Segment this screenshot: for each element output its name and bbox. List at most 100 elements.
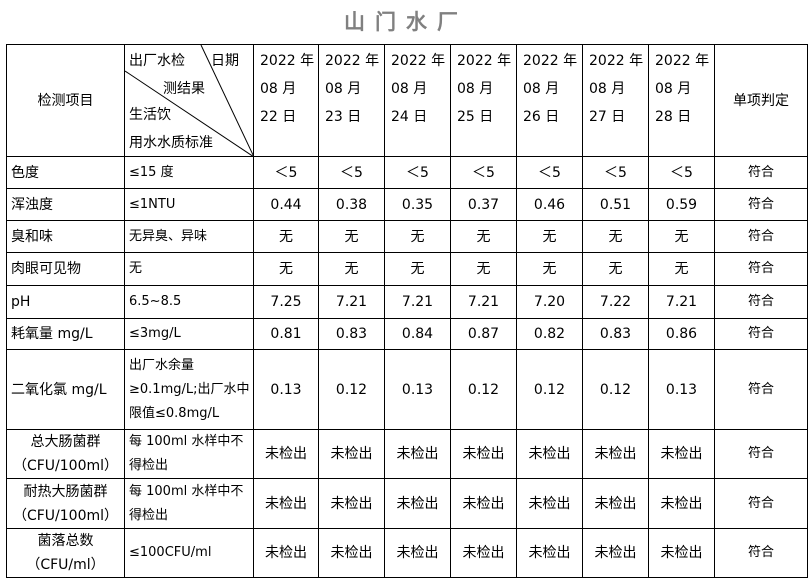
item-cell: 二氧化氯 mg/L [6, 349, 125, 430]
date-part: 25 日 [457, 109, 494, 125]
value-cell: 无 [516, 252, 583, 286]
value-cell: 0.86 [648, 318, 715, 350]
item-cell: 肉眼可见物 [6, 252, 125, 286]
value-cell: 无 [450, 220, 517, 253]
table-row: 菌落总数（CFU/ml） ≤100CFU/ml 未检出 未检出 未检出 未检出 未检出 未检出… [6, 528, 808, 578]
date-part: 22 日 [260, 109, 297, 125]
date-part: 24 日 [391, 109, 428, 125]
value-cell: 0.13 [253, 349, 319, 430]
verdict-cell: 符合 [714, 285, 808, 319]
verdict-cell: 符合 [714, 478, 808, 529]
value-cell: 7.21 [384, 285, 451, 319]
standard-cell: ≤15 度 [124, 156, 254, 189]
header-row: 检测项目 出厂水检 日期 测结果 生活饮 用水水质标准 2022 年 08 月 22… [6, 44, 808, 157]
item-cell: 耗氧量 mg/L [6, 318, 125, 350]
value-cell: 无 [516, 220, 583, 253]
date-part: 2022 年 [523, 53, 578, 69]
value-cell: ＜5 [253, 156, 319, 189]
date-part: 08 月 [391, 81, 428, 97]
date-part: 2022 年 [655, 53, 710, 69]
value-cell: ＜5 [384, 156, 451, 189]
diagonal-header: 出厂水检 日期 测结果 生活饮 用水水质标准 [124, 44, 254, 157]
value-cell: 未检出 [384, 528, 451, 578]
date-part: 26 日 [523, 109, 560, 125]
value-cell: 未检出 [582, 478, 649, 529]
table-row: 耗氧量 mg/L ≤3mg/L 0.81 0.83 0.84 0.87 0.82 0.83 0.… [6, 318, 808, 350]
item-cell: 耐热大肠菌群（CFU/100ml） [6, 478, 125, 529]
value-cell: 无 [582, 220, 649, 253]
value-cell: 无 [253, 252, 319, 286]
item-cell: 臭和味 [6, 220, 125, 253]
value-cell: 无 [318, 220, 385, 253]
date-part: 2022 年 [391, 53, 446, 69]
value-cell: 0.83 [582, 318, 649, 350]
diag-top-right: 日期 [211, 53, 239, 69]
value-cell: 未检出 [318, 528, 385, 578]
value-cell: 0.46 [516, 188, 583, 221]
value-cell: 未检出 [648, 478, 715, 529]
header-date: 2022 年 08 月 28 日 [648, 44, 715, 157]
date-part: 2022 年 [325, 53, 380, 69]
value-cell: 未检出 [582, 429, 649, 479]
standard-cell: 出厂水余量≥0.1mg/L;出厂水中限值≤0.8mg/L [124, 349, 254, 430]
verdict-cell: 符合 [714, 156, 808, 189]
standard-cell: 6.5~8.5 [124, 285, 254, 319]
page-title: 山门水厂 [344, 10, 468, 34]
diag-bottom2: 用水水质标准 [129, 135, 213, 151]
value-cell: 未检出 [318, 429, 385, 479]
value-cell: 未检出 [253, 478, 319, 529]
date-part: 23 日 [325, 109, 362, 125]
value-cell: 未检出 [253, 429, 319, 479]
standard-cell: 无异臭、异味 [124, 220, 254, 253]
value-cell: 未检出 [648, 429, 715, 479]
value-cell: 未检出 [450, 528, 517, 578]
value-cell: 0.35 [384, 188, 451, 221]
item-cell: 总大肠菌群（CFU/100ml） [6, 429, 125, 479]
value-cell: ＜5 [516, 156, 583, 189]
value-cell: 未检出 [450, 478, 517, 529]
date-part: 08 月 [523, 81, 560, 97]
date-part: 2022 年 [260, 53, 315, 69]
value-cell: ＜5 [582, 156, 649, 189]
value-cell: 0.59 [648, 188, 715, 221]
value-cell: ＜5 [450, 156, 517, 189]
value-cell: 0.81 [253, 318, 319, 350]
value-cell: 未检出 [384, 429, 451, 479]
value-cell: 无 [648, 220, 715, 253]
value-cell: 无 [450, 252, 517, 286]
value-cell: 未检出 [516, 528, 583, 578]
date-part: 08 月 [325, 81, 362, 97]
header-date: 2022 年 08 月 22 日 [253, 44, 319, 157]
value-cell: 7.20 [516, 285, 583, 319]
value-cell: 未检出 [648, 528, 715, 578]
standard-cell: ≤100CFU/ml [124, 528, 254, 578]
table-row: 总大肠菌群（CFU/100ml）每 100ml 水样中不得检出 未检出 未检出 未检出… [6, 429, 808, 479]
table-row: 浑浊度 ≤1NTU 0.44 0.38 0.35 0.37 0.46 0.51 0.59 符合 [6, 188, 808, 221]
value-cell: 无 [384, 220, 451, 253]
standard-cell: ≤1NTU [124, 188, 254, 221]
value-cell: 7.25 [253, 285, 319, 319]
diag-bottom1: 生活饮 [129, 107, 171, 123]
value-cell: 0.12 [582, 349, 649, 430]
header-date: 2022 年 08 月 23 日 [318, 44, 385, 157]
verdict-cell: 符合 [714, 252, 808, 286]
verdict-cell: 符合 [714, 429, 808, 479]
value-cell: 7.21 [450, 285, 517, 319]
date-part: 08 月 [589, 81, 626, 97]
standard-cell: 每 100ml 水样中不得检出 [124, 429, 254, 479]
header-date: 2022 年 08 月 24 日 [384, 44, 451, 157]
table-row: 色度 ≤15 度＜5 ＜5 ＜5 ＜5 ＜5 ＜5 ＜5 符合 [6, 156, 808, 189]
value-cell: ＜5 [648, 156, 715, 189]
value-cell: 0.12 [516, 349, 583, 430]
verdict-cell: 符合 [714, 220, 808, 253]
diag-top-left: 出厂水检 [129, 53, 185, 69]
table-row: 二氧化氯 mg/L 出厂水余量≥0.1mg/L;出厂水中限值≤0.8mg/L 0.1… [6, 349, 808, 430]
date-part: 08 月 [655, 81, 692, 97]
header-date: 2022 年 08 月 27 日 [582, 44, 649, 157]
value-cell: 0.84 [384, 318, 451, 350]
value-cell: 0.87 [450, 318, 517, 350]
value-cell: 0.82 [516, 318, 583, 350]
value-cell: ＜5 [318, 156, 385, 189]
date-part: 27 日 [589, 109, 626, 125]
value-cell: 无 [318, 252, 385, 286]
